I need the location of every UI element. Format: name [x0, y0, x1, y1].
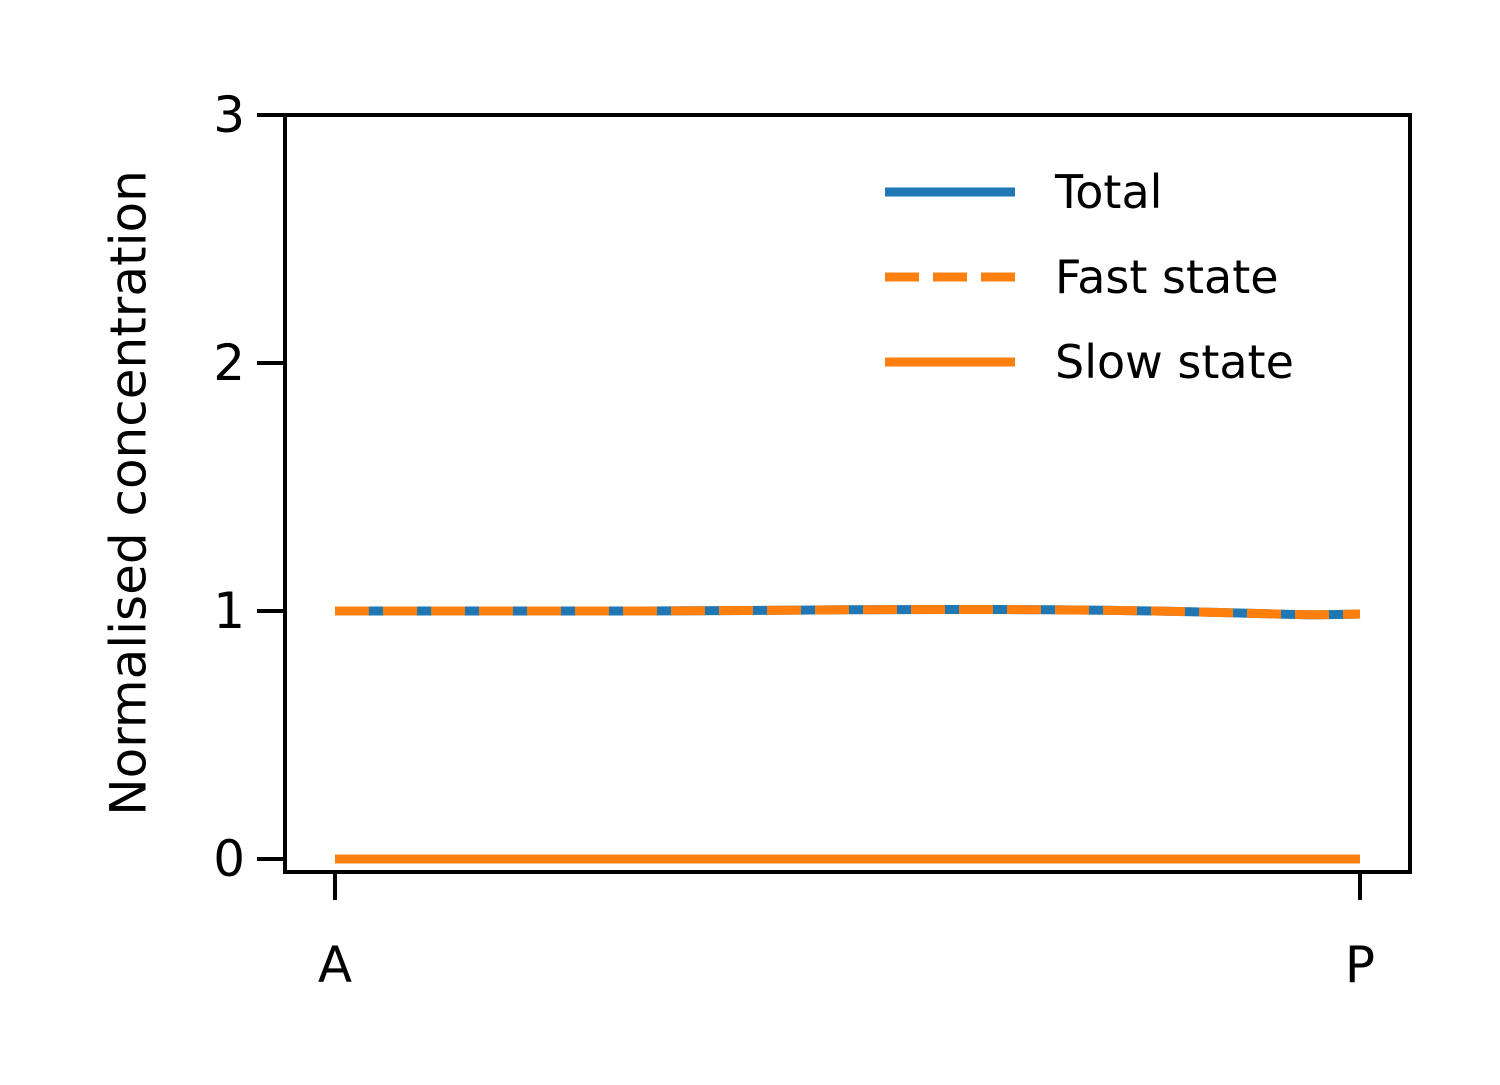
y-tick-label: 1	[213, 582, 245, 640]
y-tick-label: 2	[213, 334, 245, 392]
legend: Total Fast state Slow state	[885, 165, 1294, 389]
x-tick-label: P	[1345, 936, 1375, 994]
legend-label-fast-state: Fast state	[1055, 250, 1279, 304]
y-axis: 0 1 2 3	[213, 86, 285, 888]
y-axis-label: Normalised concentration	[100, 170, 158, 816]
y-tick-label: 3	[213, 86, 245, 144]
plot-frame	[283, 113, 1412, 874]
series-line-fast-state	[335, 605, 1361, 620]
series-layer	[335, 605, 1361, 864]
x-tick-label: A	[318, 936, 352, 994]
legend-label-total: Total	[1054, 165, 1162, 219]
legend-label-slow-state: Slow state	[1055, 335, 1294, 389]
y-tick-label: 0	[213, 830, 245, 888]
